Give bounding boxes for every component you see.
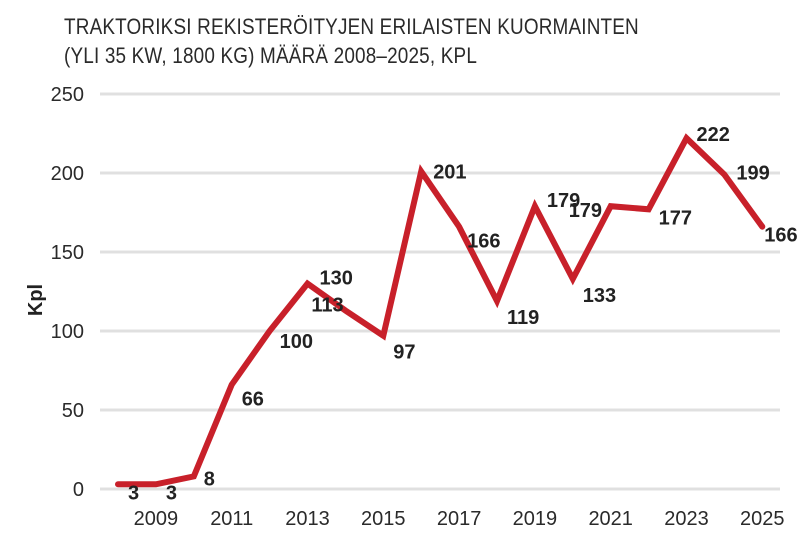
data-label: 166 [764, 225, 797, 247]
data-label: 66 [242, 389, 264, 411]
x-tick-label: 2021 [588, 508, 633, 530]
y-tick-label: 50 [62, 400, 84, 422]
gridlines [100, 92, 780, 491]
data-label: 3 [166, 482, 177, 504]
data-label: 130 [320, 268, 353, 290]
data-label: 201 [433, 161, 466, 183]
data-label: 166 [467, 231, 500, 253]
data-label: 179 [547, 190, 580, 212]
x-tick-label: 2017 [437, 508, 482, 530]
y-axis-label: Kpl [25, 284, 47, 316]
chart-title-line-2: (YLI 35 KW, 1800 KG) MÄÄRÄ 2008–2025, KP… [64, 43, 478, 68]
x-tick-label: 2011 [210, 508, 253, 530]
data-label: 133 [583, 285, 616, 307]
chart-title: TRAKTORIKSI REKISTERÖITYJEN ERILAISTEN K… [64, 12, 683, 70]
x-tick-label: 2019 [513, 508, 558, 530]
y-tick-label: 0 [73, 479, 84, 501]
data-label: 3 [128, 482, 139, 504]
x-axis-ticks: 2009 2011 2013 2015 2017 2019 2021 2023 2025 [134, 508, 785, 530]
data-label: 179 [569, 200, 602, 222]
data-label: 177 [659, 207, 692, 229]
y-axis-ticks: 0 50 100 150 200 250 [51, 84, 84, 501]
data-label: 8 [204, 468, 215, 490]
data-label: 222 [697, 124, 730, 146]
y-tick-label: 150 [51, 242, 84, 264]
x-tick-label: 2025 [740, 508, 785, 530]
x-tick-label: 2023 [664, 508, 709, 530]
data-label: 199 [736, 163, 769, 185]
series-line [115, 133, 766, 488]
data-label: 100 [280, 331, 313, 353]
x-tick-label: 2015 [361, 508, 406, 530]
x-tick-label: 2009 [134, 508, 179, 530]
y-tick-label: 250 [51, 84, 84, 106]
x-tick-label: 2013 [285, 508, 330, 530]
data-label: 113 [311, 294, 343, 316]
data-labels: 3 3 8 66 100 130 113 97 201 166 119 179 133 179 177 222… [128, 124, 798, 504]
data-label: 97 [393, 342, 415, 364]
y-tick-label: 100 [51, 321, 84, 343]
chart-title-line-1: TRAKTORIKSI REKISTERÖITYJEN ERILAISTEN K… [64, 14, 639, 39]
y-tick-label: 200 [51, 163, 84, 185]
data-label: 119 [507, 307, 539, 329]
